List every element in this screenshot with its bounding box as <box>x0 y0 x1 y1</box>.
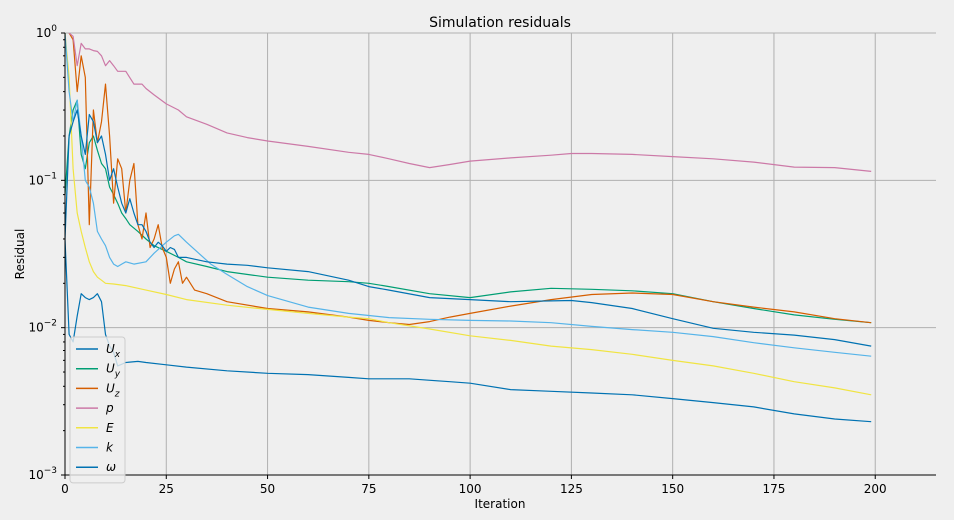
chart-title: Simulation residuals <box>429 15 571 31</box>
x-tick-label: 100 <box>459 482 482 496</box>
series-line-4 <box>65 33 872 396</box>
series-line-3 <box>68 33 872 172</box>
y-tick-label: 100 <box>36 24 57 40</box>
axes <box>61 32 936 479</box>
y-axis-label: Residual <box>13 229 27 280</box>
legend-label: Uy <box>106 362 121 380</box>
y-tick-label: 10−2 <box>28 319 57 335</box>
series-line-6 <box>65 109 872 347</box>
legend-label: ω <box>106 460 116 474</box>
x-tick-label: 200 <box>864 482 887 496</box>
x-tick-label: 25 <box>159 482 174 496</box>
series-lines <box>65 33 872 423</box>
plot-area <box>65 33 936 475</box>
tick-labels: 0 25 50 75 100 125 150 175 200 10−3 10−2 10−1 100 <box>28 24 886 496</box>
series-line-0 <box>65 238 872 423</box>
x-tick-label: 125 <box>560 482 583 496</box>
legend-label: k <box>106 441 114 455</box>
legend-label: p <box>105 401 114 415</box>
x-tick-label: 175 <box>763 482 786 496</box>
legend-label: E <box>106 421 114 435</box>
x-tick-label: 50 <box>260 482 275 496</box>
series-line-5 <box>65 33 872 357</box>
x-axis-label: Iteration <box>475 497 526 511</box>
legend-box <box>69 336 126 484</box>
legend-label: Ux <box>106 342 121 360</box>
series-line-2 <box>68 33 872 326</box>
y-tick-label: 10−1 <box>28 171 57 187</box>
x-tick-label: 0 <box>61 482 69 496</box>
y-tick-label: 10−3 <box>28 466 57 482</box>
legend-label: Uz <box>106 381 120 399</box>
x-tick-label: 75 <box>361 482 376 496</box>
x-tick-label: 150 <box>661 482 684 496</box>
